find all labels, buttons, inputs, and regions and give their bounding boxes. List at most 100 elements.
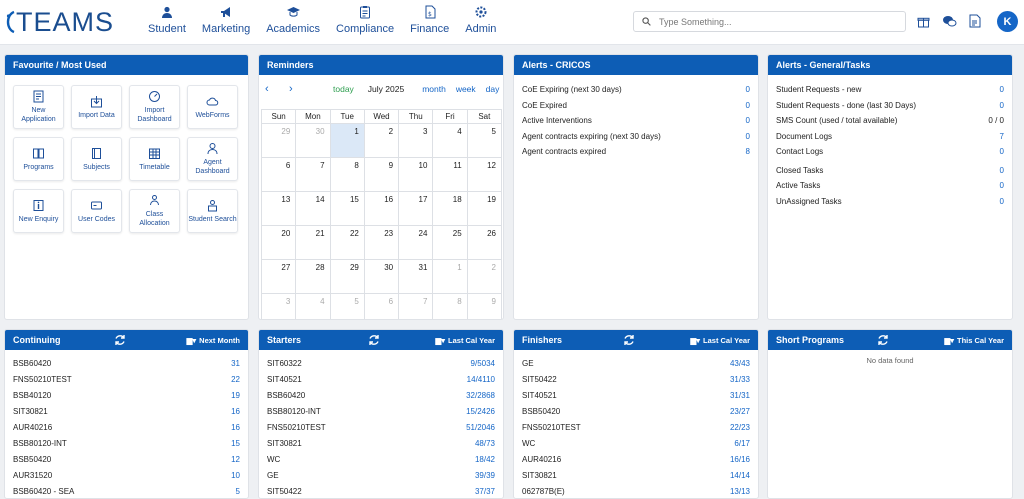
fav-timetable[interactable]: Timetable — [129, 137, 180, 181]
calendar-day[interactable]: 24 — [398, 225, 434, 260]
teams-logo[interactable]: TEAMS — [2, 6, 114, 38]
stat-count[interactable]: 32/2868 — [466, 390, 495, 400]
nav-student[interactable]: Student — [140, 4, 194, 35]
search-input[interactable] — [659, 16, 879, 27]
calendar-day[interactable]: 9 — [466, 293, 503, 319]
stat-row[interactable]: AUR31520 10 — [13, 467, 240, 483]
nav-compliance[interactable]: Compliance — [328, 4, 402, 35]
alert-row[interactable]: Agent contracts expiring (next 30 days) 0 — [522, 129, 750, 145]
calendar-day[interactable]: 4 — [432, 123, 468, 158]
fav-subjects[interactable]: Subjects — [71, 137, 122, 181]
fav-class-allocation[interactable]: Class Allocation — [129, 189, 180, 233]
calendar-day[interactable]: 28 — [295, 259, 331, 294]
view-day-button[interactable]: day — [485, 84, 500, 94]
calendar-day[interactable]: 9 — [363, 157, 400, 192]
stat-row[interactable]: SIT40521 31/31 — [522, 387, 750, 403]
calendar-day[interactable]: 3 — [260, 293, 297, 319]
calendar-day[interactable]: 1 — [329, 123, 365, 158]
alert-row[interactable]: Closed Tasks 0 — [776, 163, 1004, 179]
stat-row[interactable]: SIT50422 37/37 — [267, 483, 495, 498]
stat-row[interactable]: BSB50420 12 — [13, 451, 240, 467]
stat-count[interactable]: 5 — [235, 486, 240, 496]
stat-row[interactable]: AUR40216 16/16 — [522, 451, 750, 467]
fav-user-codes[interactable]: User Codes — [71, 189, 122, 233]
calendar-day[interactable]: 18 — [432, 191, 468, 226]
stat-row[interactable]: GE 43/43 — [522, 355, 750, 371]
stat-row[interactable]: BSB40120 19 — [13, 387, 240, 403]
stat-row[interactable]: WC 6/17 — [522, 435, 750, 451]
fav-agent-dashboard[interactable]: Agent Dashboard — [187, 137, 238, 181]
stat-count[interactable]: 18/42 — [474, 454, 495, 464]
calendar-day[interactable]: 26 — [466, 225, 503, 260]
alert-count[interactable]: 0 — [999, 165, 1004, 175]
report-icon[interactable] — [967, 13, 983, 29]
today-button[interactable]: today — [333, 84, 354, 94]
stat-count[interactable]: 31/33 — [729, 374, 750, 384]
stat-row[interactable]: BSB60420 31 — [13, 355, 240, 371]
refresh-icon[interactable] — [113, 333, 127, 347]
calendar-day[interactable]: 20 — [260, 225, 297, 260]
stat-row[interactable]: FNS50210TEST 51/2046 — [267, 419, 495, 435]
calendar-day[interactable]: 6 — [363, 293, 400, 319]
alert-count[interactable]: 0 — [745, 100, 750, 110]
stat-row[interactable]: 062787B(E) 13/13 — [522, 483, 750, 498]
nav-academics[interactable]: Academics — [258, 4, 328, 35]
stat-row[interactable]: SIT30821 16 — [13, 403, 240, 419]
alert-row[interactable]: Agent contracts expired 8 — [522, 144, 750, 160]
stat-row[interactable]: FNS50210TEST 22/23 — [522, 419, 750, 435]
calendar-day[interactable]: 5 — [329, 293, 365, 319]
stat-count[interactable]: 23/27 — [729, 406, 750, 416]
calendar-day[interactable]: 22 — [329, 225, 365, 260]
calendar-day[interactable]: 25 — [432, 225, 468, 260]
stat-count[interactable]: 31 — [231, 358, 240, 368]
fav-import-dashboard[interactable]: Import Dashboard — [129, 85, 180, 129]
period-filter[interactable]: ▆▾ Last Cal Year — [435, 336, 495, 345]
period-filter[interactable]: ▆▾ Last Cal Year — [690, 336, 750, 345]
view-month-button[interactable]: month — [422, 84, 446, 94]
stat-count[interactable]: 12 — [231, 454, 240, 464]
nav-marketing[interactable]: Marketing — [194, 4, 258, 35]
stat-count[interactable]: 13/13 — [729, 486, 750, 496]
calendar-day[interactable]: 30 — [295, 123, 331, 158]
alert-count[interactable]: 8 — [745, 147, 750, 157]
alert-row[interactable]: Active Tasks 0 — [776, 178, 1004, 194]
alert-count[interactable]: 0 — [999, 85, 1004, 95]
alert-row[interactable]: Student Requests - done (last 30 Days) 0 — [776, 98, 1004, 114]
calendar-day[interactable]: 3 — [398, 123, 434, 158]
stat-count[interactable]: 37/37 — [474, 486, 495, 496]
alert-count[interactable]: 0 / 0 — [988, 116, 1004, 126]
stat-count[interactable]: 48/73 — [474, 438, 495, 448]
alert-row[interactable]: Student Requests - new 0 — [776, 82, 1004, 98]
calendar-day[interactable]: 8 — [329, 157, 365, 192]
calendar-day[interactable]: 13 — [260, 191, 297, 226]
fav-student-search[interactable]: Student Search — [187, 189, 238, 233]
gift-icon[interactable] — [915, 13, 931, 29]
stat-row[interactable]: SIT40521 14/4110 — [267, 371, 495, 387]
alert-count[interactable]: 7 — [999, 131, 1004, 141]
period-filter[interactable]: ▆▾ Next Month — [187, 336, 240, 345]
alert-count[interactable]: 0 — [999, 100, 1004, 110]
avatar[interactable]: K — [997, 11, 1018, 32]
chevron-left-icon[interactable]: ‹ — [265, 83, 269, 95]
alert-row[interactable]: Active Interventions 0 — [522, 113, 750, 129]
stat-count[interactable]: 15 — [231, 438, 240, 448]
calendar-day[interactable]: 7 — [398, 293, 434, 319]
alert-row[interactable]: Document Logs 7 — [776, 129, 1004, 145]
stat-row[interactable]: SIT30821 14/14 — [522, 467, 750, 483]
stat-count[interactable]: 22 — [231, 374, 240, 384]
stat-count[interactable]: 14/4110 — [466, 374, 495, 384]
stat-count[interactable]: 19 — [231, 390, 240, 400]
calendar-day[interactable]: 27 — [260, 259, 297, 294]
stat-row[interactable]: GE 39/39 — [267, 467, 495, 483]
calendar-day[interactable]: 11 — [432, 157, 468, 192]
calendar-day[interactable]: 4 — [295, 293, 331, 319]
alert-row[interactable]: Contact Logs 0 — [776, 144, 1004, 160]
calendar-day[interactable]: 2 — [466, 259, 503, 294]
alert-count[interactable]: 0 — [745, 131, 750, 141]
nav-finance[interactable]: $ Finance — [402, 4, 457, 35]
stat-count[interactable]: 51/2046 — [466, 422, 495, 432]
calendar-day[interactable]: 7 — [295, 157, 331, 192]
calendar-day[interactable]: 31 — [398, 259, 434, 294]
calendar-day[interactable]: 19 — [466, 191, 503, 226]
calendar-day[interactable]: 16 — [363, 191, 400, 226]
